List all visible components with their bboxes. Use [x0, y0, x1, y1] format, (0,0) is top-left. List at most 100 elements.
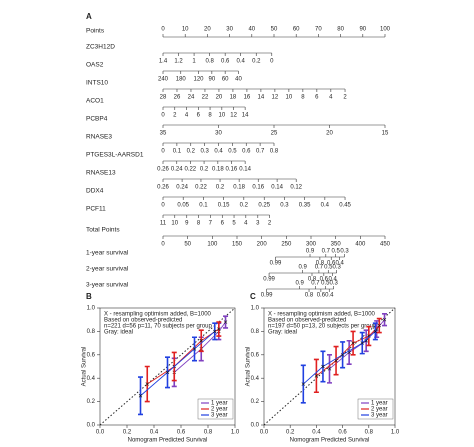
tick-label: 0.99 — [270, 261, 282, 267]
tick-label: 2 — [173, 113, 177, 119]
tick-label: 0.8 — [270, 149, 279, 155]
tick-label: 24 — [188, 95, 195, 101]
tick-label: 0.5 — [331, 249, 340, 255]
y-tick-label: 1.0 — [87, 306, 96, 312]
tick-label: 2 — [268, 221, 272, 227]
point — [340, 353, 345, 357]
legend-label: 1 year — [371, 401, 388, 407]
annotation: X - resampling optimism added, B=1000 — [268, 312, 376, 318]
tick-label: 0.7 — [311, 281, 320, 287]
tick-label: 25 — [271, 131, 278, 137]
tick-label: 0.6 — [221, 59, 230, 65]
y-tick-label: 0.2 — [251, 399, 260, 405]
tick-label: 1.4 — [159, 59, 168, 65]
point — [145, 382, 149, 386]
tick-label: 120 — [194, 77, 205, 83]
row-name: PTGES3L-AARSD1 — [86, 152, 144, 159]
tick-label: 180 — [176, 77, 187, 83]
x-tick-label: 0.8 — [204, 430, 213, 436]
tick-label: 90 — [208, 77, 215, 83]
x-tick-label: 0.0 — [260, 430, 269, 436]
point — [382, 317, 387, 322]
row-name: RNASE13 — [86, 170, 116, 177]
y-tick-label: 0.6 — [87, 352, 96, 358]
tick-label: 0.8 — [205, 59, 214, 65]
tick-label: 400 — [355, 242, 366, 248]
tick-label: 200 — [257, 242, 268, 248]
row-name: INTS10 — [86, 80, 108, 87]
point — [327, 367, 332, 371]
y-tick-label: 0.8 — [251, 329, 260, 335]
tick-label: 100 — [207, 242, 218, 248]
tick-label: 14 — [258, 95, 265, 101]
tick-label: 0.26 — [157, 185, 169, 191]
tick-label: 0.1 — [199, 203, 208, 209]
tick-label: 28 — [160, 95, 167, 101]
tick-label: 0.5 — [324, 265, 333, 271]
tick-label: 1 — [192, 59, 196, 65]
tick-label: 4 — [185, 113, 189, 119]
tick-label: 0.7 — [315, 265, 324, 271]
tick-label: 0.5 — [228, 149, 237, 155]
tick-label: 0.16 — [226, 167, 238, 173]
tick-label: 0.1 — [173, 149, 182, 155]
legend-frame — [197, 398, 234, 420]
x-tick-label: 0.2 — [286, 430, 295, 436]
point — [360, 341, 364, 345]
y-tick-label: 0.2 — [87, 399, 96, 405]
tick-label: 250 — [281, 242, 292, 248]
tick-label: 0.24 — [176, 185, 188, 191]
tick-label: 0.3 — [340, 249, 349, 255]
point — [351, 341, 355, 345]
x-tick-label: 0.6 — [338, 430, 347, 436]
annotation: Based on observed-predicted — [268, 318, 346, 324]
annotation: n=221 d=56 p=11, 70 subjects per group — [104, 324, 212, 330]
tick-label: 0.3 — [200, 149, 209, 155]
tick-label: 0.3 — [330, 281, 339, 287]
x-tick-label: 0.2 — [123, 430, 132, 436]
series-line — [173, 321, 226, 373]
row-name: PCF11 — [86, 206, 106, 213]
tick-label: 0.6 — [317, 293, 326, 299]
row-name: 1-year survival — [86, 250, 129, 257]
tick-label: 300 — [306, 242, 317, 248]
row-name: ZC3H12D — [86, 44, 115, 51]
y-tick-label: 0.6 — [251, 352, 260, 358]
tick-label: 0.4 — [325, 293, 334, 299]
row-name: PCBP4 — [86, 116, 108, 123]
tick-label: 0.9 — [298, 265, 307, 271]
row-name: Points — [86, 28, 105, 35]
tick-label: 12 — [272, 95, 279, 101]
row-name: 2-year survival — [86, 266, 129, 273]
tick-label: 30 — [226, 27, 233, 33]
tick-label: 0 — [161, 203, 165, 209]
point — [373, 329, 378, 334]
tick-label: 0.8 — [305, 293, 314, 299]
row-name: 3-year survival — [86, 282, 129, 289]
annotation: X - resampling optimism added, B=1000 — [104, 312, 212, 318]
tick-label: 0.3 — [280, 203, 289, 209]
point — [364, 339, 368, 343]
tick-label: 0 — [161, 242, 165, 248]
tick-label: 0 — [161, 149, 165, 155]
tick-label: 6 — [221, 221, 225, 227]
tick-label: 18 — [230, 95, 237, 101]
tick-label: 0.5 — [321, 281, 330, 287]
tick-label: 0.45 — [339, 203, 351, 209]
tick-label: 0.2 — [216, 185, 225, 191]
legend-label: 1 year — [211, 401, 228, 407]
tick-label: 0.24 — [171, 167, 183, 173]
point — [138, 394, 143, 398]
tick-label: 12 — [230, 113, 237, 119]
series-line — [140, 331, 216, 397]
tick-label: 0.7 — [256, 149, 265, 155]
tick-label: 0.25 — [258, 203, 270, 209]
tick-label: 100 — [380, 27, 391, 33]
tick-label: 0.2 — [200, 167, 209, 173]
legend-label: 3 year — [371, 413, 388, 419]
tick-label: 150 — [232, 242, 243, 248]
tick-label: 0.4 — [214, 149, 223, 155]
legend-label: 2 year — [211, 407, 228, 413]
x-tick-label: 1.0 — [231, 430, 240, 436]
tick-label: 20 — [216, 95, 223, 101]
